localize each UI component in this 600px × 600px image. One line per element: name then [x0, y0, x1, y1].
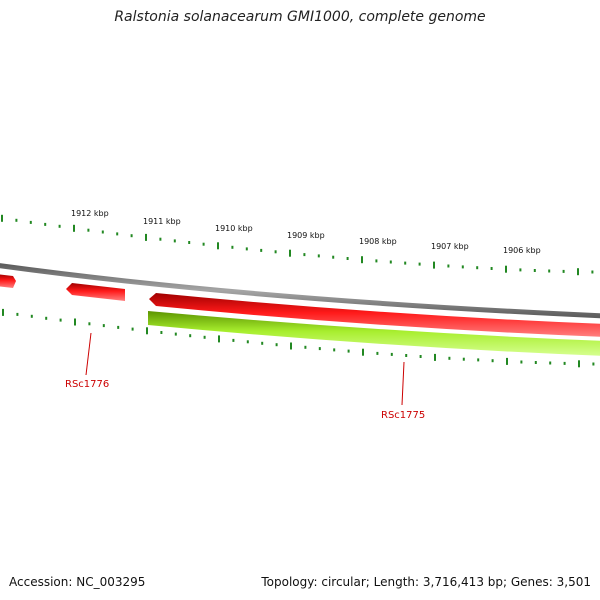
scale-label-1907: 1907 kbp	[431, 242, 469, 251]
scale-label-1910: 1910 kbp	[215, 224, 253, 233]
gene-label-rsc1775[interactable]: RSc1775	[381, 410, 425, 421]
label-line-rsc1775	[401, 361, 405, 406]
genome-summary-text: Topology: circular; Length: 3,716,413 bp…	[261, 575, 591, 589]
scale-label-1909: 1909 kbp	[287, 231, 325, 240]
scale-label-1906: 1906 kbp	[503, 246, 541, 255]
reverse-strand-genes	[148, 311, 600, 356]
accession-text: Accession: NC_003295	[9, 575, 146, 589]
scale-label-1912: 1912 kbp	[71, 209, 109, 218]
gene-forward-long[interactable]	[149, 293, 600, 337]
scale-label-1908: 1908 kbp	[359, 237, 397, 246]
scale-ticks-outer	[1, 214, 594, 276]
page-title: Ralstonia solanacearum GMI1000, complete…	[114, 9, 486, 25]
gene-label-rsc1776[interactable]: RSc1776	[65, 379, 109, 390]
label-line-rsc1776	[85, 332, 92, 376]
forward-strand-genes	[0, 274, 600, 337]
gene-rsc1776[interactable]	[66, 283, 125, 301]
genome-backbone	[0, 263, 600, 319]
gene-label-lines	[85, 332, 405, 406]
gene-rsc1775[interactable]	[148, 311, 600, 356]
gene-left-edge[interactable]	[0, 274, 16, 288]
scale-ticks-inner	[2, 308, 595, 368]
scale-labels: 1912 kbp 1911 kbp 1910 kbp 1909 kbp 1908…	[71, 209, 541, 255]
scale-label-1911: 1911 kbp	[143, 217, 181, 226]
